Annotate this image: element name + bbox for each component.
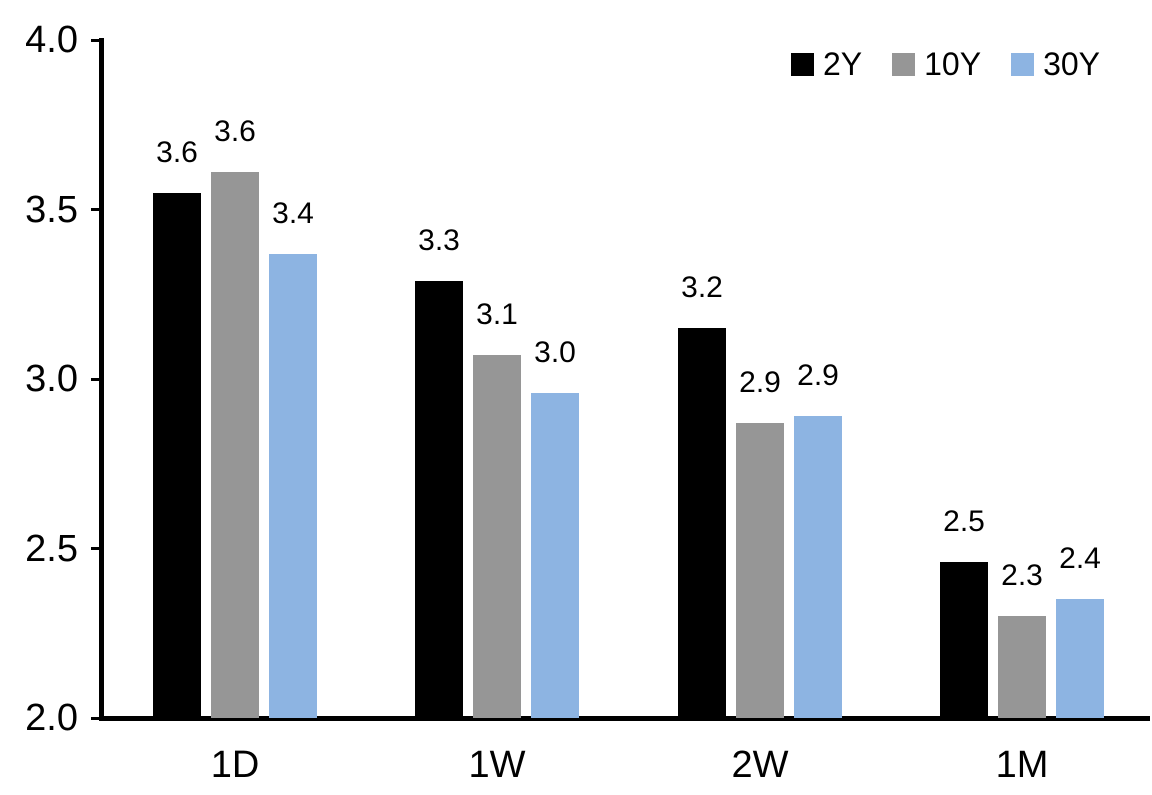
bar-value-label: 2.9 xyxy=(739,366,781,400)
y-axis-label: 3.0 xyxy=(25,358,78,400)
bar-value-label: 2.5 xyxy=(943,505,985,539)
bar-value-label: 3.2 xyxy=(681,271,723,305)
y-axis-tick xyxy=(91,377,99,381)
legend-item-30Y: 30Y xyxy=(1011,46,1100,82)
legend-label: 30Y xyxy=(1043,46,1100,82)
bar-30Y-2W xyxy=(794,416,842,718)
legend-swatch-icon xyxy=(892,52,916,76)
legend-label: 2Y xyxy=(822,46,863,82)
y-axis-label: 2.0 xyxy=(25,697,78,739)
x-axis-line xyxy=(99,716,1150,721)
legend-label: 10Y xyxy=(924,46,982,82)
bar-value-label: 3.0 xyxy=(534,335,576,369)
bar-10Y-2W xyxy=(736,423,784,718)
bar-value-label: 2.3 xyxy=(1001,559,1043,593)
bar-10Y-1D xyxy=(211,172,259,718)
bar-value-label: 3.6 xyxy=(156,135,198,169)
x-axis-label-2W: 2W xyxy=(731,744,789,786)
y-axis-label: 3.5 xyxy=(25,188,78,231)
bar-value-label: 2.9 xyxy=(797,359,839,393)
y-axis-tick xyxy=(91,208,99,211)
legend: 2Y 10Y 30Y xyxy=(790,46,1100,82)
y-axis-tick xyxy=(91,547,99,550)
y-axis-tick xyxy=(91,38,99,42)
legend-item-10Y: 10Y xyxy=(892,46,981,82)
bar-30Y-1W xyxy=(531,392,579,718)
bar-30Y-1M xyxy=(1056,599,1104,718)
legend-item-2Y: 2Y xyxy=(790,46,863,82)
x-axis-label-1M: 1M xyxy=(995,744,1049,786)
bar-2Y-2W xyxy=(678,328,726,718)
bar-value-label: 3.6 xyxy=(214,115,256,149)
x-axis-label-1W: 1W xyxy=(468,744,526,786)
bar-30Y-1D xyxy=(269,253,317,718)
legend-swatch-icon xyxy=(1011,52,1035,76)
bar-2Y-1M xyxy=(940,562,988,718)
bar-value-label: 3.3 xyxy=(418,223,460,257)
legend-swatch-icon xyxy=(790,52,814,76)
bar-2Y-1W xyxy=(415,280,463,718)
bar-value-label: 3.4 xyxy=(272,196,314,230)
bar-10Y-1W xyxy=(473,355,521,718)
y-axis-label: 2.5 xyxy=(25,527,78,570)
bar-value-label: 3.1 xyxy=(476,298,518,332)
x-axis-label-1D: 1D xyxy=(210,744,260,786)
y-axis-line xyxy=(99,38,104,721)
bar-2Y-1D xyxy=(153,192,201,718)
bar-value-label: 2.4 xyxy=(1059,542,1101,576)
bar-10Y-1M xyxy=(998,616,1046,718)
y-axis-tick xyxy=(91,716,99,720)
y-axis-label: 4.0 xyxy=(25,19,78,61)
